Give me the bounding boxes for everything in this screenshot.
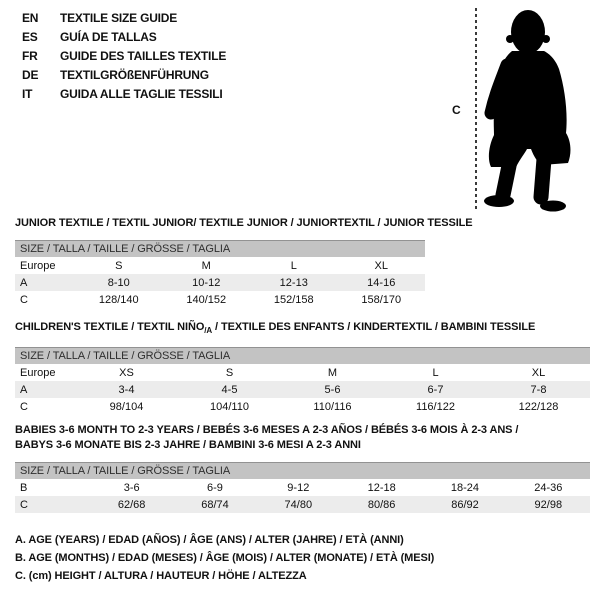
table-cell: 18-24 [450,481,480,494]
table-title: BABIES 3-6 MONTH TO 2-3 YEARS / BEBÉS 3-… [15,423,590,453]
childrens-textile-table: CHILDREN'S TEXTILE / TEXTIL NIÑO/A / TEX… [15,320,590,415]
table-cell: M [327,366,338,379]
table-cell: 116/122 [416,400,455,413]
table-cell: L [290,259,297,272]
table-cell: 24-36 [534,481,563,494]
title-text: CHILDREN'S TEXTILE / TEXTIL NIÑO [15,321,205,333]
table-cell: 68/74 [201,498,229,511]
table-cell: 10-12 [192,276,221,289]
row-label: Europe [20,366,56,379]
table-row: Europe XS S M L XL [15,364,590,381]
language-code: IT [22,87,33,101]
table-cell: 98/104 [109,400,144,413]
row-label: C [20,293,28,306]
list-item: FR GUIDE DES TAILLES TEXTILE [22,47,226,66]
table-cell: 9-12 [287,481,310,494]
language-code: EN [22,11,39,25]
table-cell: 158/170 [361,293,402,306]
size-header-bar: SIZE / TALLA / TAILLE / GRÖSSE / TAGLIA [15,462,590,479]
row-label: B [20,481,28,494]
height-measure-dotted-line [475,8,477,210]
table-row: A 8-10 10-12 12-13 14-16 [15,274,425,291]
table-cell: XL [531,366,546,379]
table-row: C 128/140 140/152 152/158 158/170 [15,291,425,308]
table-cell: 122/128 [518,400,559,413]
table-row: B 3-6 6-9 9-12 12-18 18-24 24-36 [15,479,590,496]
title-line-2: BABYS 3-6 MONATE BIS 2-3 JAHRE / BAMBINI… [15,439,361,451]
legend-line-b: B. AGE (MONTHS) / EDAD (MESES) / ÂGE (MO… [15,552,435,564]
table-cell: M [201,259,211,272]
list-item: IT GUIDA ALLE TAGLIE TESSILI [22,85,226,104]
table-cell: 8-10 [107,276,130,289]
size-header-bar: SIZE / TALLA / TAILLE / GRÖSSE / TAGLIA [15,240,425,257]
junior-textile-table: JUNIOR TEXTILE / TEXTIL JUNIOR/ TEXTILE … [15,216,473,308]
legend-line-a: A. AGE (YEARS) / EDAD (AÑOS) / ÂGE (ANS)… [15,534,404,546]
table-title: CHILDREN'S TEXTILE / TEXTIL NIÑO/A / TEX… [15,320,590,338]
language-code: ES [22,30,38,44]
table-cell: S [115,259,123,272]
size-header-bar: SIZE / TALLA / TAILLE / GRÖSSE / TAGLIA [15,347,590,365]
table-cell: 62/68 [117,498,146,511]
table-cell: 6-7 [427,383,444,396]
table-cell: 5-6 [324,383,341,396]
table-cell: 3-6 [123,481,140,494]
row-label: Europe [20,259,56,272]
table-row: Europe S M L XL [15,257,425,274]
title-subscript: /A [204,326,213,336]
language-title: GUIDA ALLE TAGLIE TESSILI [60,87,223,101]
language-list: EN TEXTILE SIZE GUIDE ES GUÍA DE TALLAS … [22,9,226,104]
row-label: A [20,383,28,396]
legend-line-c: C. (cm) HEIGHT / ALTURA / HAUTEUR / HÖHE… [15,570,307,582]
language-code: FR [22,49,38,63]
language-title: GUÍA DE TALLAS [60,30,157,44]
table-cell: 6-9 [207,481,223,494]
table-cell: 140/152 [186,293,227,306]
table-cell: 110/116 [313,400,352,413]
language-title: TEXTILE SIZE GUIDE [60,11,178,25]
table-row: A 3-4 4-5 5-6 6-7 7-8 [15,381,590,399]
row-label: C [20,400,28,413]
list-item: ES GUÍA DE TALLAS [22,28,226,47]
table-cell: L [432,366,439,379]
title-text: / TEXTILE DES ENFANTS / KINDERTEXTIL / B… [212,321,536,333]
list-item: EN TEXTILE SIZE GUIDE [22,9,226,28]
table-cell: 12-13 [279,276,308,289]
table-cell: 74/80 [284,498,313,511]
language-code: DE [22,68,39,82]
table-cell: 152/158 [273,293,314,306]
table-row: C 62/68 68/74 74/80 80/86 86/92 92/98 [15,496,590,513]
row-label: C [20,498,28,511]
baby-silhouette-image [484,10,571,212]
table-row: C 98/104 104/110 110/116 116/122 122/128 [15,398,590,415]
table-cell: 92/98 [534,498,563,511]
measure-legend: A. AGE (YEARS) / EDAD (AÑOS) / ÂGE (ANS)… [15,531,434,585]
table-cell: 4-5 [221,383,238,396]
height-c-label: C [452,103,461,117]
language-title: GUIDE DES TAILLES TEXTILE [60,49,227,63]
list-item: DE TEXTILGRÖßENFÜHRUNG [22,66,226,85]
table-cell: 86/92 [451,498,479,511]
title-line-1: BABIES 3-6 MONTH TO 2-3 YEARS / BEBÉS 3-… [15,424,519,436]
table-cell: 12-18 [367,481,396,494]
table-cell: XL [374,259,388,272]
table-cell: 104/110 [210,400,249,413]
table-cell: 128/140 [98,293,139,306]
table-cell: 7-8 [530,383,547,396]
table-cell: 80/86 [367,498,396,511]
row-label: A [20,276,28,289]
table-title: JUNIOR TEXTILE / TEXTIL JUNIOR/ TEXTILE … [15,217,473,229]
table-cell: 14-16 [367,276,396,289]
babies-textile-table: BABIES 3-6 MONTH TO 2-3 YEARS / BEBÉS 3-… [15,423,590,513]
table-cell: 3-4 [118,383,135,396]
table-cell: XS [119,366,134,379]
table-cell: S [225,366,234,379]
language-title: TEXTILGRÖßENFÜHRUNG [60,68,209,82]
